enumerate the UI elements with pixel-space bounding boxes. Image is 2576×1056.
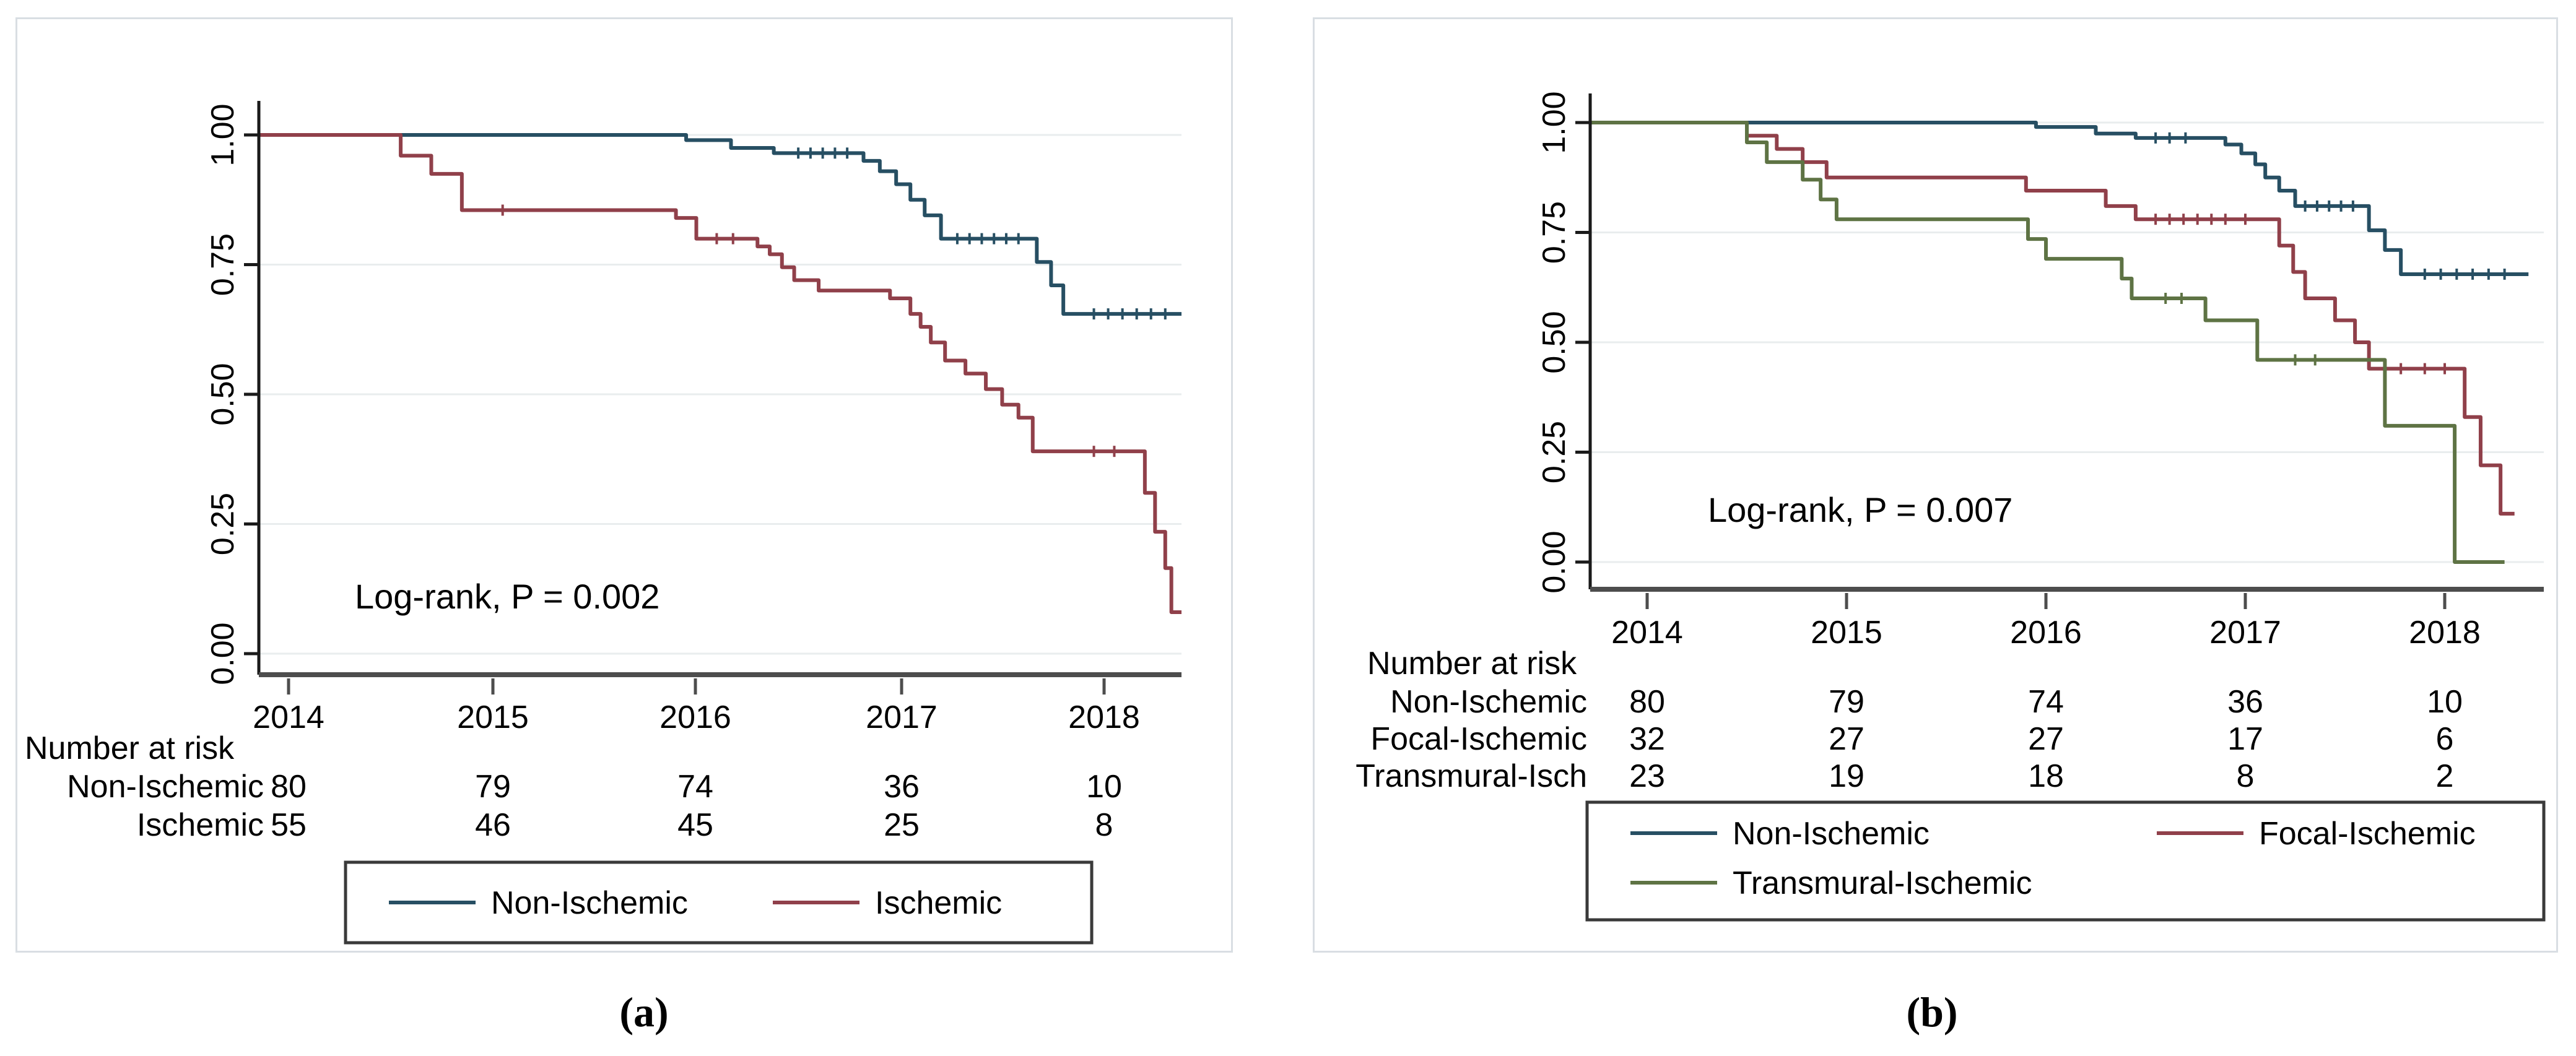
x-tick-label: 2017 — [2209, 615, 2281, 651]
risk-row-label: Non-Ischemic — [1390, 684, 1587, 720]
risk-value: 27 — [1829, 721, 1865, 757]
risk-value: 2 — [2436, 758, 2454, 794]
series-non-ischemic — [1589, 121, 2529, 276]
x-tick-label: 2018 — [1068, 699, 1140, 735]
risk-row-label: Transmural-Isch — [1355, 758, 1587, 794]
x-tick-label: 2017 — [866, 699, 938, 735]
series-transmural-ischemic — [1589, 121, 2505, 564]
logrank-annotation: Log-rank, P = 0.002 — [355, 577, 659, 616]
risk-value: 32 — [1629, 721, 1665, 757]
legend-label: Focal-Ischemic — [2259, 816, 2476, 852]
x-tick-label: 2016 — [659, 699, 731, 735]
risk-table-title: Number at risk — [1367, 646, 1577, 682]
panel-caption-a: (a) — [619, 989, 669, 1036]
risk-row-label: Non-Ischemic — [67, 769, 264, 805]
y-tick-label: 0.00 — [1536, 530, 1572, 593]
risk-value: 55 — [271, 807, 307, 843]
risk-value: 10 — [2427, 684, 2463, 720]
risk-value: 6 — [2436, 721, 2454, 757]
series-non-ischemic — [258, 133, 1181, 316]
y-tick-label: 0.25 — [205, 493, 241, 555]
y-tick-label: 0.50 — [205, 363, 241, 425]
risk-table-title: Number at risk — [25, 730, 235, 766]
risk-row-label: Ischemic — [137, 807, 264, 843]
legend-label: Transmural-Ischemic — [1733, 865, 2032, 901]
x-tick-label: 2015 — [457, 699, 529, 735]
risk-value: 36 — [884, 769, 920, 805]
x-tick-label: 2016 — [2010, 615, 2082, 651]
km-figure-a: 0.00 0.25 0.50 0.75 1.00 2014 2015 2016 2017 2018… — [15, 17, 1233, 953]
risk-value: 74 — [2028, 684, 2064, 720]
series-focal-ischemic — [1589, 121, 2515, 516]
km-chart-a: 0.00 0.25 0.50 0.75 1.00 2014 2015 2016 2017 2018… — [25, 101, 1181, 945]
x-tick-label: 2014 — [253, 699, 324, 735]
y-tick-label: 0.25 — [1536, 421, 1572, 483]
x-tick-label: 2014 — [1611, 615, 1683, 651]
risk-value: 74 — [677, 769, 713, 805]
km-figure-b: 0.00 0.25 0.50 0.75 1.00 2014 2015 2016 2017 2018… — [1313, 17, 2558, 953]
legend-label: Ischemic — [875, 885, 1002, 921]
risk-value: 46 — [475, 807, 511, 843]
y-tick-label: 0.75 — [205, 233, 241, 296]
risk-value: 80 — [271, 769, 307, 805]
risk-value: 27 — [2028, 721, 2064, 757]
risk-value: 18 — [2028, 758, 2064, 794]
x-tick-label: 2015 — [1811, 615, 1882, 651]
risk-row-label: Focal-Ischemic — [1370, 721, 1587, 757]
risk-value: 8 — [2237, 758, 2255, 794]
risk-value: 79 — [475, 769, 511, 805]
y-tick-label: 0.75 — [1536, 201, 1572, 264]
risk-value: 25 — [884, 807, 920, 843]
risk-value: 10 — [1086, 769, 1122, 805]
risk-value: 19 — [1829, 758, 1865, 794]
risk-value: 36 — [2227, 684, 2263, 720]
y-tick-label: 1.00 — [205, 103, 241, 166]
risk-value: 79 — [1829, 684, 1865, 720]
y-tick-label: 0.00 — [205, 622, 241, 685]
legend-label: Non-Ischemic — [491, 885, 688, 921]
logrank-annotation: Log-rank, P = 0.007 — [1708, 490, 2012, 529]
risk-value: 17 — [2227, 721, 2263, 757]
risk-value: 45 — [677, 807, 713, 843]
km-chart-b: 0.00 0.25 0.50 0.75 1.00 2014 2015 2016 2017 2018… — [1355, 91, 2546, 922]
y-tick-label: 0.50 — [1536, 311, 1572, 373]
risk-value: 23 — [1629, 758, 1665, 794]
risk-value: 80 — [1629, 684, 1665, 720]
legend-label: Non-Ischemic — [1733, 816, 1930, 852]
x-tick-label: 2018 — [2409, 615, 2481, 651]
legend-box — [1585, 800, 2546, 922]
y-tick-label: 1.00 — [1536, 91, 1572, 154]
panel-caption-b: (b) — [1906, 989, 1958, 1036]
risk-value: 8 — [1095, 807, 1113, 843]
series-ischemic — [258, 133, 1181, 614]
